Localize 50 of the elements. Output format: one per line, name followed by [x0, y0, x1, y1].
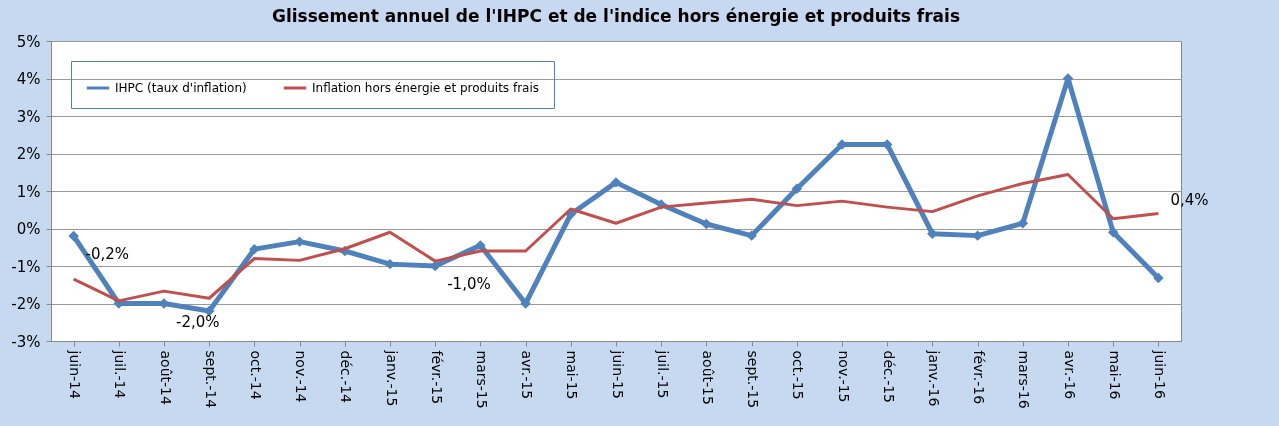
x-tick-label: sept.-14 — [202, 350, 219, 409]
x-tick-label: mai-15 — [564, 350, 581, 400]
x-tick-label: nov.-15 — [835, 350, 852, 403]
data-label: -1,0% — [447, 275, 491, 293]
point — [610, 177, 622, 188]
y-tick-label: -2% — [11, 295, 41, 313]
point — [701, 218, 712, 230]
y-tick-label: -3% — [11, 332, 41, 351]
legend-label: IHPC (taux d'inflation) — [115, 81, 247, 95]
x-tick-label: déc.-14 — [338, 350, 355, 404]
y-tick-label: 1% — [16, 182, 41, 201]
point — [475, 240, 486, 251]
point — [746, 230, 757, 241]
x-tick-label: janv.-15 — [383, 349, 400, 407]
point — [791, 183, 803, 194]
x-tick-label: mars-16 — [1016, 350, 1033, 409]
point — [1153, 272, 1164, 284]
x-tick-label: mars-15 — [473, 350, 490, 409]
x-tick-label: juin-15 — [609, 349, 626, 399]
x-tick-label: juin-16 — [1151, 349, 1168, 399]
legend-label: Inflation hors énergie et produits frais — [312, 81, 540, 95]
x-tick-label: mai-16 — [1106, 350, 1123, 400]
x-tick-label: janv.-16 — [925, 349, 942, 407]
point — [68, 230, 79, 242]
x-tick-label: févr.-16 — [971, 350, 988, 405]
x-tick-label: août-14 — [157, 350, 174, 405]
data-label: 0,4% — [1170, 190, 1209, 209]
y-tick-label: 3% — [16, 107, 41, 126]
x-tick-label: août-15 — [699, 350, 716, 405]
point — [520, 298, 531, 309]
x-tick-label: oct.-15 — [790, 350, 807, 400]
x-tick-label: sept.-15 — [745, 350, 762, 409]
y-tick-label: -1% — [11, 257, 41, 276]
x-tick-label: juil.-15 — [654, 349, 671, 399]
point — [249, 243, 260, 255]
x-tick-label: avr.-15 — [519, 350, 536, 400]
x-tick-label: avr.-16 — [1061, 350, 1078, 400]
x-tick-label: févr.-15 — [428, 350, 445, 405]
y-tick-label: 4% — [16, 70, 41, 88]
x-tick-label: nov.-14 — [293, 350, 310, 403]
point — [1107, 227, 1119, 238]
x-tick-label: oct.-14 — [247, 350, 264, 400]
x-tick-label: juin-14 — [67, 349, 84, 399]
data-label: -2,0% — [176, 312, 220, 331]
chart-title: Glissement annuel de l'IHPC et de l'indice hors énergie et produits frais — [271, 6, 961, 26]
y-tick-label: 2% — [16, 145, 41, 163]
x-tick-label: juil.-14 — [112, 349, 129, 399]
x-tick-label: déc.-15 — [880, 350, 897, 404]
y-tick-label: 0% — [16, 220, 41, 238]
y-tick-label: 5% — [16, 32, 41, 51]
